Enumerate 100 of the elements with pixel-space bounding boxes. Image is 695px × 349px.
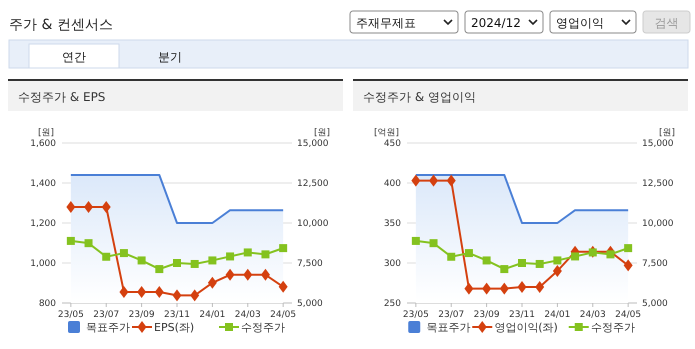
point [137, 286, 146, 298]
x-tick-label: 24/01 [544, 310, 570, 320]
x-tick-label: 23/09 [474, 310, 500, 320]
point [190, 260, 199, 268]
x-tick-label: 23/07 [438, 310, 464, 320]
point [624, 259, 633, 272]
point [588, 248, 597, 256]
y2-tick-label: 7,500 [297, 259, 324, 269]
point [446, 174, 456, 187]
y2-tick-label: 7,500 [642, 259, 668, 269]
y-tick-label: 400 [384, 179, 402, 189]
y-tick-label: 350 [384, 219, 402, 229]
point [119, 286, 128, 298]
text: 주재무제표 [356, 16, 416, 30]
x-tick-label: 23/09 [128, 310, 155, 320]
y-tick-label: 1,400 [30, 179, 56, 189]
point [244, 248, 252, 256]
point [482, 282, 492, 295]
point [500, 282, 509, 295]
point [208, 256, 216, 264]
text: 분기 [158, 50, 182, 64]
y2-tick-label: 5,000 [297, 299, 324, 309]
point [536, 260, 544, 268]
point [226, 252, 234, 260]
point [464, 282, 474, 295]
x-tick-label: 24/05 [270, 310, 296, 320]
point [66, 201, 76, 213]
point [243, 268, 252, 281]
legend-label: 수정주가 [241, 321, 285, 334]
point [412, 236, 420, 245]
text: 검색 [654, 16, 678, 30]
legend-label: 목표주가 [86, 321, 130, 334]
y-axis-title: [원] [38, 128, 54, 138]
point [552, 265, 562, 277]
point [260, 268, 270, 281]
x-tick-label: 24/05 [615, 310, 642, 320]
x-tick-label: 24/03 [234, 310, 261, 320]
text: 영업이익 [556, 16, 604, 30]
legend-label: 영업이익(좌) [494, 321, 558, 334]
point [102, 252, 110, 261]
x-tick-label: 24/01 [199, 310, 226, 320]
y-tick-label: 1,600 [30, 139, 56, 149]
point [102, 201, 111, 213]
y-tick-label: 450 [384, 139, 402, 149]
point [66, 236, 75, 245]
point [553, 256, 562, 264]
point [261, 250, 270, 258]
text: 2024/12 [471, 16, 521, 30]
point [155, 265, 164, 274]
point [430, 239, 438, 248]
chart-title: 수정주가 & 영업이익 [363, 90, 476, 104]
y2-tick-label: 12,500 [642, 179, 674, 189]
y2-tick-label: 15,000 [642, 139, 674, 149]
y2-tick-label: 5,000 [642, 299, 668, 309]
y2-axis-title: [원] [658, 128, 676, 138]
legend-label: 목표주가 [426, 321, 470, 334]
point [84, 239, 93, 248]
point [154, 286, 164, 298]
point [190, 289, 200, 302]
point [226, 268, 235, 281]
y-tick-label: 1,200 [30, 219, 56, 229]
x-tick-label: 23/07 [93, 310, 120, 320]
point [518, 281, 526, 293]
point [429, 174, 438, 187]
text: 주가 & 컨센서스 [9, 17, 113, 33]
point [500, 265, 508, 274]
point [482, 256, 491, 264]
point [138, 256, 146, 264]
y-tick-label: 250 [384, 299, 402, 309]
y2-axis-title: [원] [314, 128, 330, 138]
point [464, 249, 473, 258]
y2-tick-label: 12,500 [297, 179, 329, 189]
chart-title: 수정주가 & EPS [18, 90, 106, 104]
x-tick-label: 23/11 [509, 310, 535, 320]
y-axis-title: [억원] [374, 128, 399, 138]
y2-tick-label: 10,000 [642, 219, 674, 229]
point [208, 276, 217, 289]
point [279, 244, 288, 252]
point [518, 259, 526, 267]
y2-tick-label: 15,000 [297, 139, 329, 149]
y2-tick-label: 10,000 [297, 219, 329, 229]
y-tick-label: 1,000 [30, 259, 56, 269]
point [278, 280, 288, 293]
x-tick-label: 23/05 [58, 310, 84, 320]
legend-label: 수정주가 [590, 321, 635, 334]
point [535, 281, 544, 293]
point [84, 201, 94, 213]
x-tick-label: 23/05 [402, 310, 429, 320]
x-tick-label: 23/11 [164, 310, 190, 320]
text: 연간 [62, 50, 86, 64]
point [120, 249, 128, 258]
point [411, 174, 420, 187]
point [173, 259, 181, 267]
point [571, 252, 580, 260]
x-tick-label: 24/03 [580, 310, 606, 320]
legend-label: EPS(좌) [154, 321, 194, 334]
point [172, 289, 182, 302]
y-tick-label: 300 [384, 259, 402, 269]
point [606, 250, 614, 258]
point [624, 244, 632, 252]
